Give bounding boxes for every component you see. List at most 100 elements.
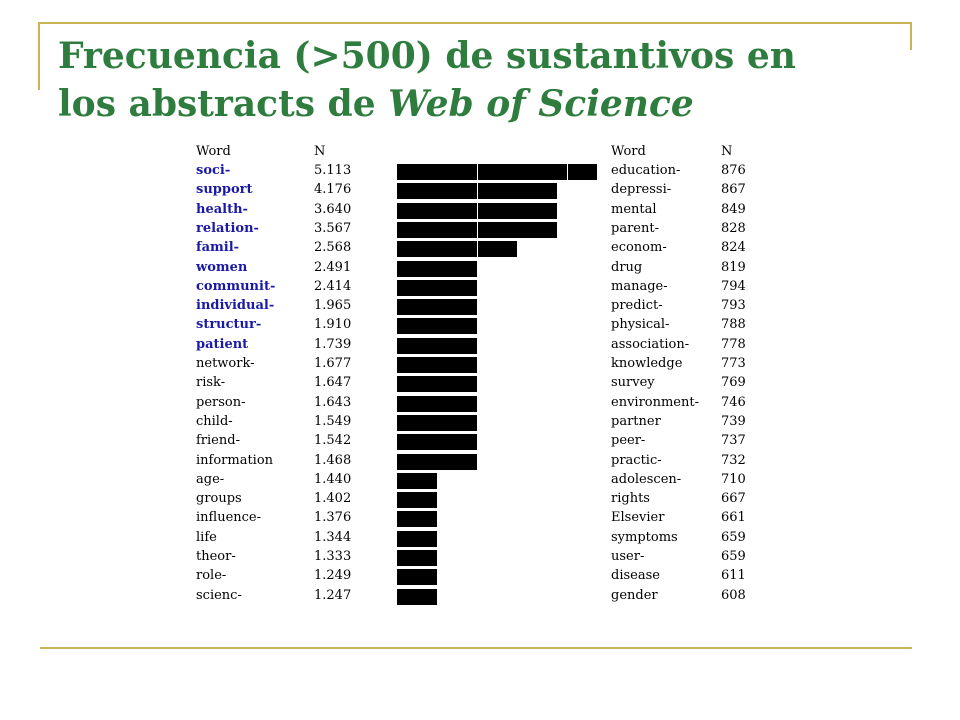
right-n-value: 659 — [721, 549, 746, 564]
bar-segment-divider — [477, 164, 478, 180]
left-n-value: 1.440 — [314, 472, 352, 487]
frame-bottom-rule — [40, 647, 912, 649]
frame-left-rule — [38, 22, 40, 90]
right-word-header: Word — [611, 144, 646, 159]
right-word-label: user- — [611, 549, 645, 564]
right-word-label: econom- — [611, 240, 667, 255]
right-n-value: 794 — [721, 279, 746, 294]
left-word-label: women — [196, 260, 248, 275]
left-n-value: 1.965 — [314, 298, 352, 313]
right-n-value: 778 — [721, 337, 746, 352]
left-n-value: 1.910 — [314, 317, 352, 332]
bar-segment-divider — [477, 241, 478, 257]
left-n-value: 1.677 — [314, 356, 352, 371]
right-word-label: practic- — [611, 453, 662, 468]
right-word-label: peer- — [611, 433, 646, 448]
left-n-value: 1.333 — [314, 549, 352, 564]
left-n-value: 2.414 — [314, 279, 352, 294]
left-word-label: scienc- — [196, 588, 242, 603]
left-n-value: 1.402 — [314, 491, 352, 506]
slide-title: Frecuencia (>500) de sustantivos en los … — [58, 32, 918, 128]
right-n-value: 819 — [721, 260, 746, 275]
right-word-label: depressi- — [611, 182, 672, 197]
right-n-value: 793 — [721, 298, 746, 313]
frame-top-rule — [40, 22, 912, 24]
right-n-value: 867 — [721, 182, 746, 197]
right-word-label: physical- — [611, 317, 670, 332]
left-word-label: network- — [196, 356, 255, 371]
bar-segment-divider — [477, 203, 478, 219]
title-line-2: los abstracts de Web of Science — [58, 80, 918, 128]
right-word-label: manage- — [611, 279, 668, 294]
left-n-value: 1.468 — [314, 453, 352, 468]
frequency-bar — [397, 338, 477, 354]
right-word-label: knowledge — [611, 356, 683, 371]
right-n-value: 659 — [721, 530, 746, 545]
frequency-bar — [397, 569, 437, 585]
left-word-label: communit- — [196, 279, 276, 294]
left-n-value: 4.176 — [314, 182, 352, 197]
left-word-label: theor- — [196, 549, 236, 564]
frequency-bar — [397, 318, 477, 334]
title-line-1: Frecuencia (>500) de sustantivos en — [58, 35, 796, 77]
left-word-label: child- — [196, 414, 233, 429]
frequency-bar — [397, 589, 437, 605]
right-n-value: 739 — [721, 414, 746, 429]
right-word-label: survey — [611, 375, 655, 390]
frequency-bar — [397, 473, 437, 489]
title-italic-source: Web of Science — [388, 83, 694, 125]
right-word-label: rights — [611, 491, 650, 506]
right-word-label: environment- — [611, 395, 699, 410]
left-word-header: Word — [196, 144, 231, 159]
right-word-label: symptoms — [611, 530, 678, 545]
left-n-header: N — [314, 144, 326, 159]
frequency-bar — [397, 550, 437, 566]
right-n-value: 788 — [721, 317, 746, 332]
right-word-label: predict- — [611, 298, 663, 313]
left-n-value: 3.640 — [314, 202, 352, 217]
bar-segment-divider — [477, 183, 478, 199]
right-n-header: N — [721, 144, 733, 159]
right-word-label: mental — [611, 202, 657, 217]
left-word-label: life — [196, 530, 217, 545]
frequency-bar — [397, 531, 437, 547]
right-n-value: 824 — [721, 240, 746, 255]
left-word-label: role- — [196, 568, 227, 583]
right-n-value: 608 — [721, 588, 746, 603]
left-n-value: 1.542 — [314, 433, 352, 448]
right-n-value: 732 — [721, 453, 746, 468]
left-word-label: groups — [196, 491, 242, 506]
left-word-label: influence- — [196, 510, 262, 525]
left-n-value: 1.344 — [314, 530, 352, 545]
left-n-value: 5.113 — [314, 163, 352, 178]
right-n-value: 611 — [721, 568, 746, 583]
left-n-value: 1.647 — [314, 375, 352, 390]
right-word-label: association- — [611, 337, 690, 352]
right-n-value: 746 — [721, 395, 746, 410]
left-word-label: patient — [196, 337, 249, 352]
frequency-bar — [397, 164, 597, 180]
right-n-value: 661 — [721, 510, 746, 525]
frequency-bar — [397, 203, 557, 219]
frame-right-rule — [910, 22, 912, 50]
left-word-label: risk- — [196, 375, 226, 390]
left-n-value: 3.567 — [314, 221, 352, 236]
left-n-value: 1.549 — [314, 414, 352, 429]
left-word-label: health- — [196, 202, 248, 217]
frequency-bar — [397, 454, 477, 470]
frequency-bar — [397, 261, 477, 277]
frequency-bar — [397, 241, 517, 257]
right-word-label: gender — [611, 588, 658, 603]
left-word-label: support — [196, 182, 253, 197]
left-n-value: 1.247 — [314, 588, 352, 603]
right-word-label: Elsevier — [611, 510, 665, 525]
right-n-value: 828 — [721, 221, 746, 236]
left-word-label: information — [196, 453, 274, 468]
right-n-value: 667 — [721, 491, 746, 506]
left-word-label: individual- — [196, 298, 275, 313]
left-word-label: friend- — [196, 433, 240, 448]
left-n-value: 1.643 — [314, 395, 352, 410]
bar-segment-divider — [567, 164, 568, 180]
frequency-bar — [397, 183, 557, 199]
frequency-bar — [397, 357, 477, 373]
